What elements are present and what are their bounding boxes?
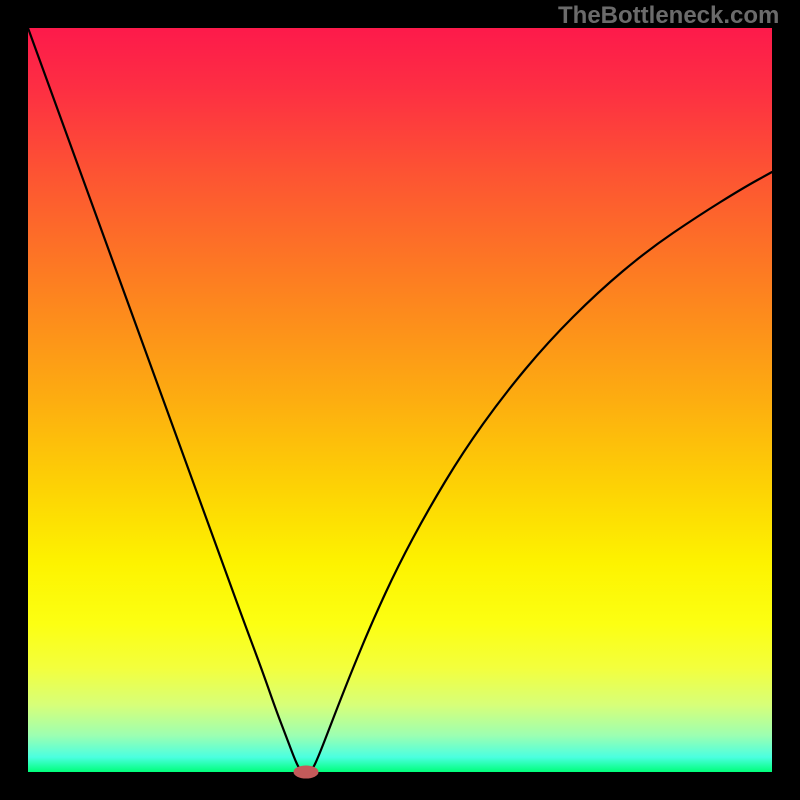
plot-background-gradient — [28, 28, 772, 772]
watermark-text: TheBottleneck.com — [558, 2, 779, 30]
optimal-point-marker — [294, 766, 318, 778]
bottleneck-chart — [0, 0, 800, 800]
